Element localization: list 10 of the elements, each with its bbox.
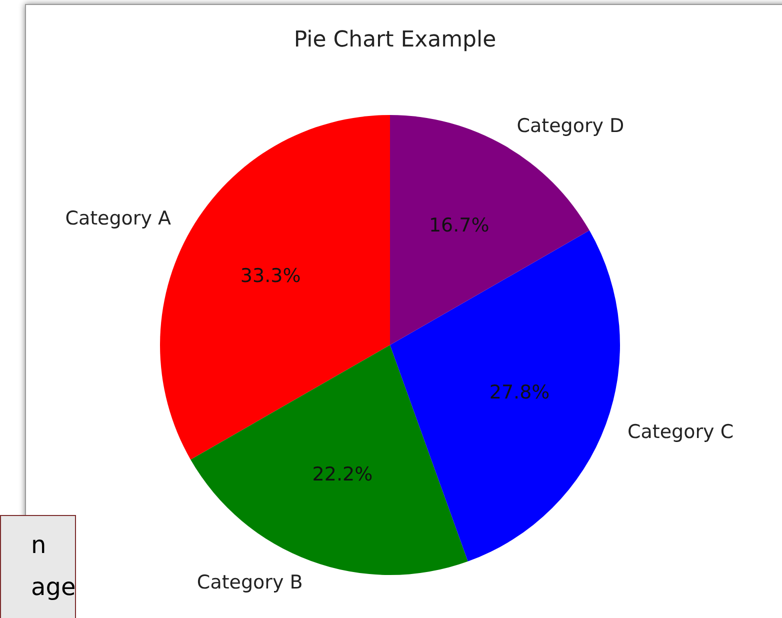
data-label: 22.2% bbox=[312, 464, 373, 486]
data-label: 33.3% bbox=[240, 264, 301, 287]
text: n age bbox=[0, 515, 76, 618]
data-label: 16.7% bbox=[428, 214, 490, 237]
slice-label: Category B bbox=[196, 572, 303, 594]
slice-label: Category A bbox=[65, 207, 172, 230]
slice-label: Category C bbox=[628, 421, 734, 444]
chart-title: Pie Chart Example bbox=[294, 28, 496, 52]
slice-label: Category D bbox=[516, 115, 624, 138]
data-label: 27.8% bbox=[489, 382, 550, 404]
